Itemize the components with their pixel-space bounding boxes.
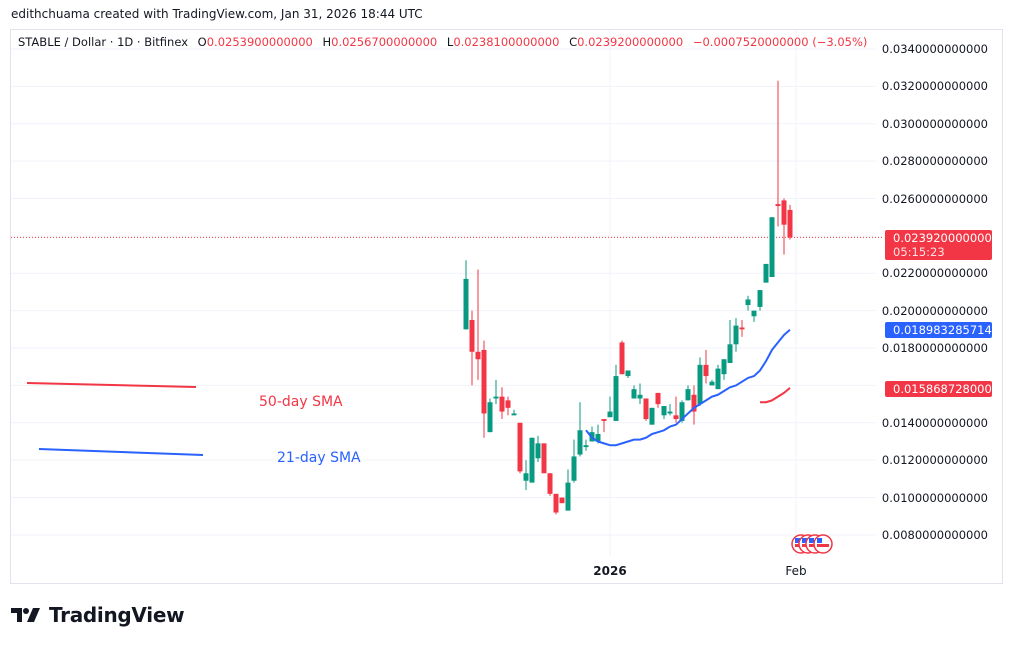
us-event-flag-icon[interactable] xyxy=(813,534,833,554)
candle-down xyxy=(553,493,559,513)
candle-up xyxy=(535,443,541,459)
price-axis-label: 0.0320000000000 xyxy=(881,79,988,94)
candle-up xyxy=(763,263,769,283)
price-axis-label: 0.0260000000000 xyxy=(881,191,988,206)
tradingview-logo-icon xyxy=(11,608,40,622)
candle-down xyxy=(691,394,697,412)
candle-down xyxy=(739,327,745,330)
candle-up xyxy=(685,389,691,401)
candle-up xyxy=(745,299,751,306)
close-label: C xyxy=(569,35,578,49)
candle-up xyxy=(613,376,619,421)
candle-up xyxy=(577,430,583,455)
sma21-annotation-line xyxy=(38,448,204,456)
logo-text: TradingView xyxy=(49,603,185,627)
bar-countdown: 05:15:23 xyxy=(893,245,945,259)
candle-up xyxy=(733,325,739,345)
price-axis-label: 0.0080000000000 xyxy=(881,527,988,542)
candle-up xyxy=(571,456,577,481)
price-axis-label: 0.0140000000000 xyxy=(881,415,988,430)
tradingview-logo[interactable]: TradingView xyxy=(11,603,185,627)
candle-up xyxy=(631,389,637,399)
price-axis-label: 0.0300000000000 xyxy=(881,116,988,131)
candle-down xyxy=(475,351,481,360)
price-axis-label: 0.0220000000000 xyxy=(881,266,988,281)
candle-up xyxy=(667,411,673,414)
candle-up xyxy=(625,370,631,377)
price-axis-label: 0.0340000000000 xyxy=(881,42,988,56)
candle-down xyxy=(673,415,679,420)
candle-down xyxy=(781,200,787,225)
high-value: 0.0256700000000 xyxy=(331,35,438,49)
candle-up xyxy=(697,364,703,405)
candle-up xyxy=(679,402,685,421)
candle-down xyxy=(601,419,607,421)
candle-down xyxy=(559,497,565,504)
x-label-year: 2026 xyxy=(593,564,627,578)
sma21-line xyxy=(585,328,791,447)
candle-up xyxy=(757,290,763,307)
candle-up xyxy=(661,405,667,416)
candle-up xyxy=(583,445,589,448)
symbol-title[interactable]: STABLE / Dollar · 1D · Bitfinex xyxy=(18,35,189,49)
candle-up xyxy=(463,278,469,330)
candle-up xyxy=(607,411,613,418)
candle-down xyxy=(469,320,475,352)
candle-down xyxy=(505,400,511,408)
open-value: 0.0253900000000 xyxy=(206,35,313,49)
candle-down xyxy=(703,364,709,377)
candle-up xyxy=(751,310,757,317)
candle-up xyxy=(715,368,721,390)
price-axis-label: 0.0120000000000 xyxy=(881,453,988,468)
candle-down xyxy=(481,349,487,414)
sma50-line xyxy=(760,387,791,404)
candle-up xyxy=(727,344,733,363)
candle-up xyxy=(523,473,529,481)
candle-down xyxy=(787,209,793,238)
candle-down xyxy=(499,396,505,412)
price-axis-label: 0.0180000000000 xyxy=(881,341,988,356)
price-axis-label: 0.0280000000000 xyxy=(881,154,988,169)
change-value: −0.0007520000000 (−3.05%) xyxy=(692,35,868,49)
chart-credit: edithchuama created with TradingView.com… xyxy=(11,7,423,21)
x-label-month: Feb xyxy=(785,564,807,578)
low-label: L xyxy=(446,35,454,49)
candle-down xyxy=(643,398,649,420)
low-value: 0.0238100000000 xyxy=(453,35,560,49)
ohlc-legend: STABLE / Dollar · 1D · Bitfinex O0.02539… xyxy=(18,35,867,49)
candle-up xyxy=(649,407,655,425)
close-value: 0.0239200000000 xyxy=(577,35,684,49)
chart-frame xyxy=(10,29,1003,584)
high-label: H xyxy=(322,35,332,49)
last-price-tag: 0.0239200000000 05:15:23 xyxy=(885,230,1000,260)
candle-down xyxy=(655,392,661,405)
candle-down xyxy=(775,204,781,206)
sma50-annotation-line xyxy=(26,382,197,388)
open-label: O xyxy=(197,35,207,49)
candle-up xyxy=(511,413,517,416)
candle-up xyxy=(769,217,775,278)
candle-down xyxy=(619,342,625,375)
sma21-annotation: 21-day SMA xyxy=(277,450,361,466)
candle-up xyxy=(637,394,643,399)
candle-up xyxy=(493,396,499,399)
price-axis-label: 0.0100000000000 xyxy=(881,490,988,505)
sma50-tag: 0.0158687280000 xyxy=(885,381,999,397)
candle-up xyxy=(487,402,493,433)
last-price: 0.0239200000000 xyxy=(893,231,1000,245)
candle-up xyxy=(529,437,535,483)
candle-down xyxy=(541,443,547,474)
sma50-annotation: 50-day SMA xyxy=(259,394,343,410)
candle-up xyxy=(595,434,601,442)
candle-down xyxy=(547,473,553,494)
sma21-tag: 0.0189832857143 xyxy=(885,322,999,338)
price-axis-label: 0.0200000000000 xyxy=(881,303,988,318)
candle-up xyxy=(709,381,715,386)
candle-up xyxy=(721,359,727,375)
candle-up xyxy=(565,482,571,511)
candle-down xyxy=(517,422,523,472)
